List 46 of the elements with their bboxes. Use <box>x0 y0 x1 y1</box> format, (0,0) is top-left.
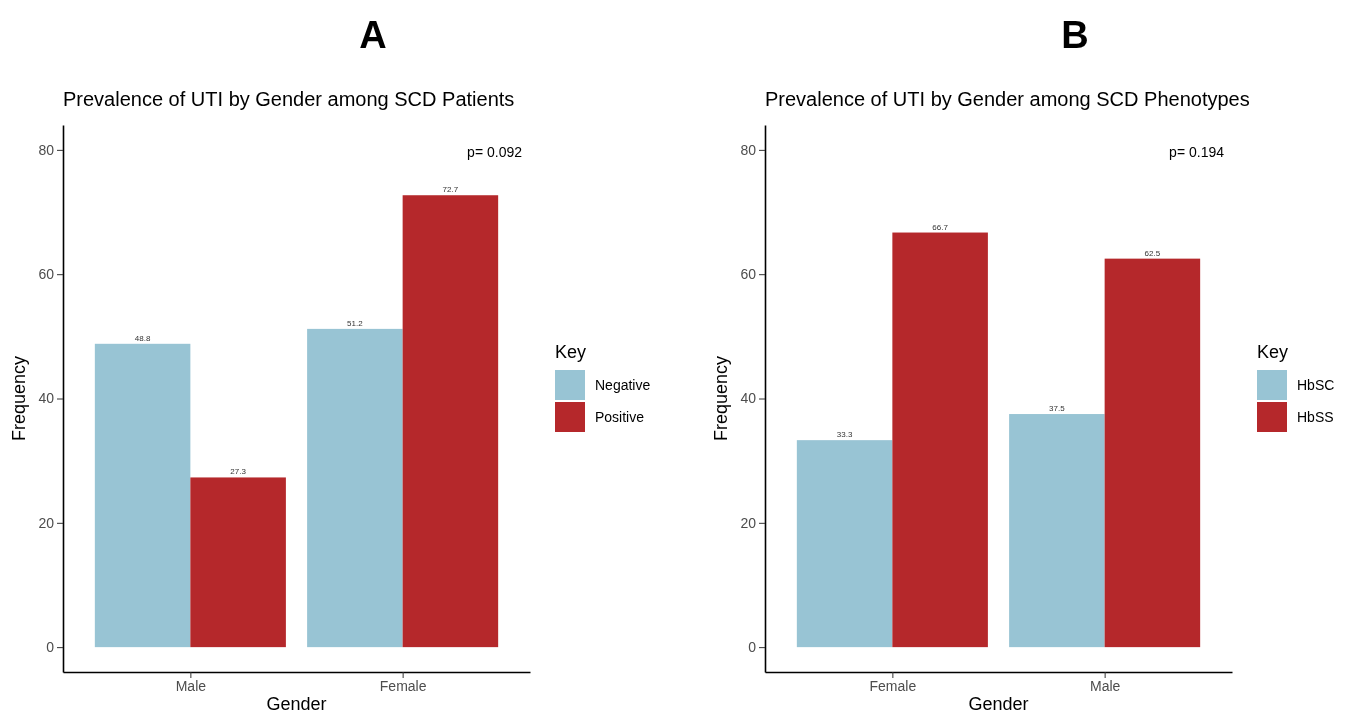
annotation: p= 0.194 <box>1169 144 1225 160</box>
y-tick-label: 40 <box>38 390 55 407</box>
data-label: 48.8 <box>134 333 151 343</box>
chart-subtitle: Prevalence of UTI by Gender among SCD Patients <box>63 88 515 110</box>
x-axis-title: Gender <box>266 694 327 714</box>
y-tick-label: 40 <box>740 390 757 407</box>
data-label: 62.5 <box>1144 248 1161 258</box>
data-label: 72.7 <box>442 185 459 195</box>
y-tick-label: 0 <box>46 639 55 656</box>
bar <box>1009 414 1105 648</box>
bar <box>892 232 988 648</box>
y-tick-label: 60 <box>38 266 55 283</box>
bar <box>94 343 191 648</box>
legend-label: Positive <box>595 409 645 425</box>
bar <box>796 440 893 648</box>
x-tick-label: Female <box>379 677 427 694</box>
data-label: 33.3 <box>836 430 853 440</box>
y-axis-title: Frequency <box>711 355 731 442</box>
chart-title: A <box>359 14 387 56</box>
y-tick-label: 20 <box>38 514 55 531</box>
bar <box>402 195 499 648</box>
data-label: 51.2 <box>347 318 364 328</box>
y-tick-label: 60 <box>740 266 757 283</box>
legend-label: Negative <box>595 377 651 393</box>
y-tick-label: 0 <box>748 639 757 656</box>
x-axis-title: Gender <box>968 694 1029 714</box>
y-tick-label: 80 <box>740 141 757 158</box>
chart-title: B <box>1061 14 1089 56</box>
bar <box>307 328 403 648</box>
x-tick-label: Female <box>869 677 917 694</box>
data-label: 37.5 <box>1049 404 1066 414</box>
bar <box>190 477 286 648</box>
y-axis-title: Frequency <box>9 355 29 442</box>
annotation: p= 0.092 <box>467 144 523 160</box>
y-tick-label: 80 <box>38 141 55 158</box>
x-tick-label: Male <box>175 677 207 694</box>
data-label: 66.7 <box>932 222 949 232</box>
bar <box>1104 258 1201 648</box>
legend-title: Key <box>555 342 587 362</box>
data-label: 27.3 <box>230 467 247 477</box>
chart-subtitle: Prevalence of UTI by Gender among SCD Phenotypes <box>765 88 1250 110</box>
y-tick-label: 20 <box>740 514 757 531</box>
legend-label: HbSS <box>1297 409 1334 425</box>
x-tick-label: Male <box>1089 677 1121 694</box>
legend-title: Key <box>1257 342 1289 362</box>
legend-label: HbSC <box>1297 377 1335 393</box>
